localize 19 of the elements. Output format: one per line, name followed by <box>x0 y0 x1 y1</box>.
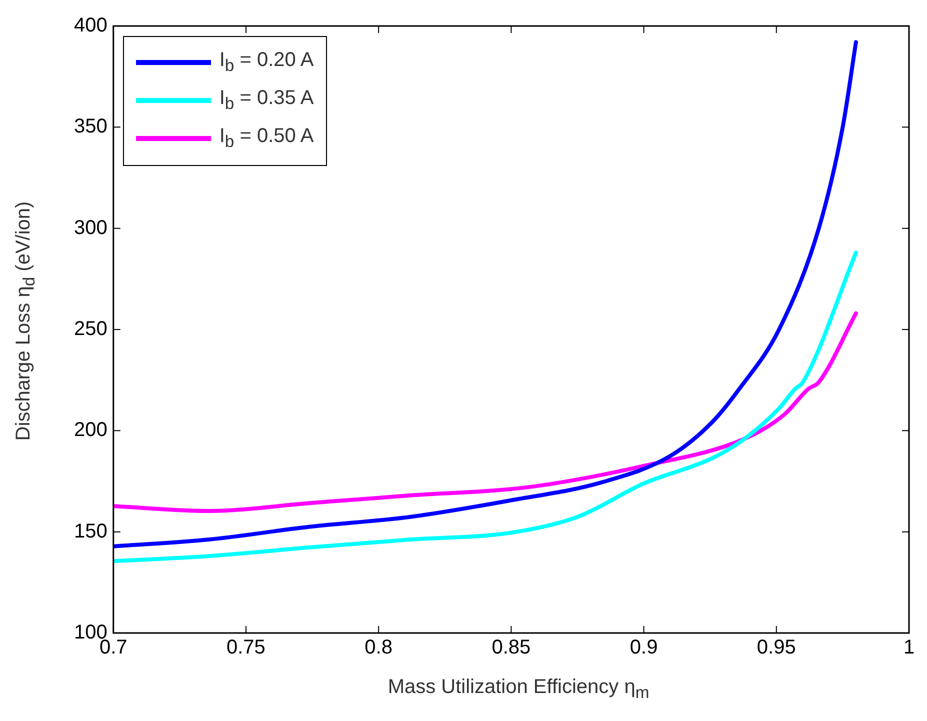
legend-label: I$_{b}$ = 0.20 A <box>219 48 314 76</box>
y-tick-label: 200 <box>74 419 108 442</box>
legend-label: I$_{b}$ = 0.35 A <box>219 86 314 114</box>
x-axis-title: Mass Utilization Efficiency η$_{m}$ <box>386 676 650 703</box>
x-tick-label: 1 <box>903 636 915 659</box>
x-tick-label: 0.75 <box>226 636 266 659</box>
line-series <box>113 40 858 548</box>
legend-label: I$_{b}$ = 0.50 A <box>219 124 314 152</box>
y-tick-label: 250 <box>74 318 108 340</box>
line-series <box>113 311 858 513</box>
y-tick-label: 350 <box>74 116 108 138</box>
x-tick-label: 0.95 <box>756 636 796 659</box>
x-tick-label: 0.85 <box>492 636 531 659</box>
x-tick-label: 0.9 <box>630 636 658 659</box>
y-tick-label: 300 <box>74 216 108 239</box>
line-series <box>113 250 858 564</box>
y-tick-label: 400 <box>74 14 108 37</box>
x-tick-label: 0.8 <box>364 636 392 659</box>
y-tick-label: 150 <box>74 520 108 542</box>
